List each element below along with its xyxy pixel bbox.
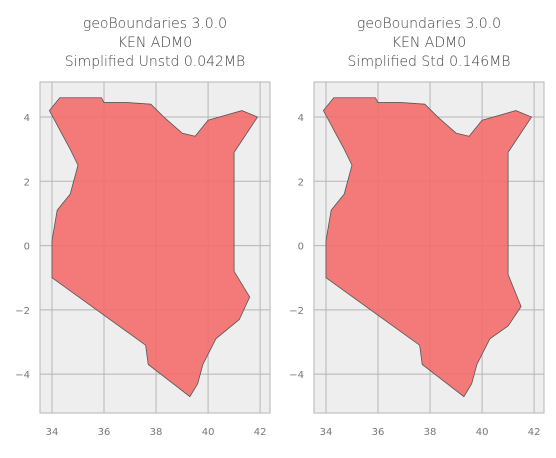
axes-frame	[39, 81, 271, 414]
y-tick-label: −2	[289, 306, 304, 317]
title-line: Simplified Unstd 0.042MB	[65, 54, 245, 70]
axes-frame	[313, 81, 545, 414]
title-line: geoBoundaries 3.0.0	[83, 16, 227, 32]
title-line: KEN ADM0	[118, 35, 192, 51]
x-tick-label: 42	[254, 427, 267, 438]
x-tick-label: 34	[320, 427, 333, 438]
x-tick-label: 40	[202, 427, 215, 438]
country-outline	[48, 97, 259, 398]
y-tick-label: 0	[24, 242, 30, 253]
x-tick-label: 40	[476, 427, 489, 438]
x-tick-label: 34	[46, 427, 59, 438]
y-tick-label: −4	[15, 370, 30, 381]
y-tick-label: 4	[298, 113, 304, 124]
x-tick-label: 36	[372, 427, 385, 438]
y-tick-label: 2	[298, 177, 304, 188]
y-tick-label: −4	[289, 370, 304, 381]
country-outline	[322, 97, 533, 398]
y-tick-label: 0	[298, 242, 304, 253]
x-tick-label: 36	[98, 427, 111, 438]
subplot: geoBoundaries 3.0.0 KEN ADM0 Simplified St…	[289, 16, 545, 438]
title-line: geoBoundaries 3.0.0	[357, 16, 501, 32]
y-tick-label: −2	[15, 306, 30, 317]
x-tick-label: 38	[150, 427, 163, 438]
x-tick-label: 42	[528, 427, 541, 438]
subplot: geoBoundaries 3.0.0 KEN ADM0 Simplified Un…	[15, 16, 271, 438]
y-tick-label: 4	[24, 113, 30, 124]
y-tick-label: 2	[24, 177, 30, 188]
title-line: Simplified Std 0.146MB	[348, 54, 511, 70]
x-tick-label: 38	[424, 427, 437, 438]
title-line: KEN ADM0	[392, 35, 466, 51]
